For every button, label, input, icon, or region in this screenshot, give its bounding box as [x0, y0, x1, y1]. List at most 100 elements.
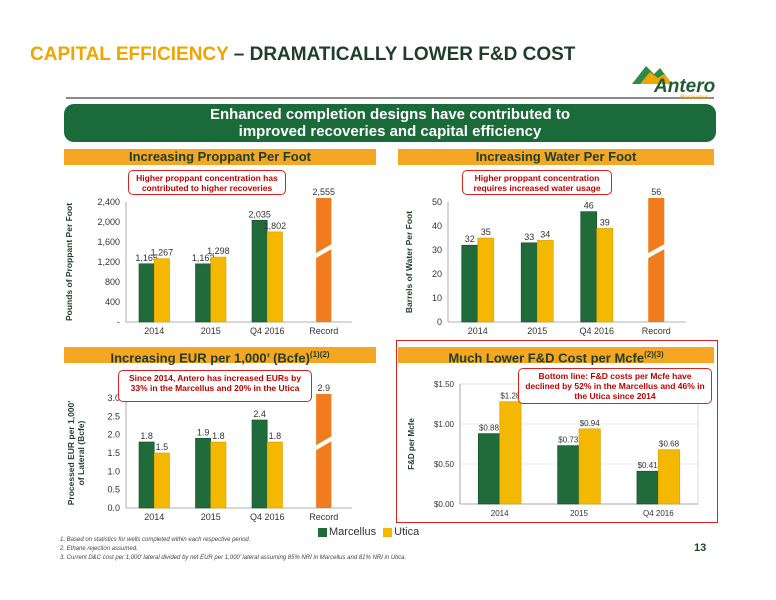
y-tick-label: 2.5: [107, 411, 120, 421]
bar-utica: [210, 256, 227, 323]
water-callout-text: Higher proppant concentration requires i…: [473, 173, 601, 193]
bar-utica: [596, 228, 614, 323]
bar-marcellus: [195, 263, 212, 323]
data-label-utica: 39: [600, 217, 610, 227]
legend-marcellus-swatch: [318, 527, 327, 537]
data-label-utica: 1,802: [264, 221, 287, 231]
data-label-marcellus: 46: [584, 201, 594, 211]
y-tick-label: 2,000: [97, 217, 120, 227]
water-panel-header: Increasing Water Per Foot: [398, 149, 714, 165]
bar-marcellus: [461, 244, 479, 323]
y-axis-label: of Lateral (Bcfe): [76, 420, 86, 485]
bar-utica: [499, 401, 522, 505]
title-rest: – DRAMATICALLY LOWER F&D COST: [228, 44, 576, 65]
bar-utica: [153, 258, 170, 323]
data-label-utica: $0.94: [580, 419, 601, 428]
fd-callout-text: Bottom line: F&D costs per Mcfe have dec…: [525, 371, 705, 401]
data-label-marcellus: 32: [465, 234, 475, 244]
water-header-text: Increasing Water Per Foot: [475, 149, 637, 164]
data-label-utica: $0.68: [659, 440, 680, 449]
eur-callout-text: Since 2014, Antero has increased EURs by…: [128, 373, 302, 393]
data-label-marcellus: 33: [524, 232, 534, 242]
bar-utica: [153, 452, 170, 509]
data-label-utica: 1.5: [156, 442, 169, 452]
banner-line-1: Enhanced completion designs have contrib…: [209, 106, 571, 123]
page-number: 13: [694, 542, 707, 554]
y-tick-label: 1,600: [97, 237, 120, 247]
y-tick-label: $0.00: [434, 500, 455, 509]
x-tick-label: 2014: [144, 512, 164, 522]
y-tick-label: $1.00: [434, 420, 455, 429]
data-label-marcellus: 1.9: [197, 427, 210, 437]
data-label-record: 2,555: [312, 187, 335, 197]
data-label-marcellus: 1,165: [135, 253, 158, 263]
proppant-panel-header: Increasing Proppant Per Foot: [64, 149, 376, 165]
axis-break-mark: [315, 435, 333, 451]
axis-break-mark: [315, 243, 333, 259]
footnote-2: 2. Ethane rejection assumed.: [60, 546, 138, 552]
data-label-marcellus: 1.8: [140, 431, 153, 441]
y-tick-label: 1.5: [107, 448, 120, 458]
footnote-1: 1. Based on statistics for wells complet…: [60, 537, 251, 543]
eur-panel-header: Increasing EUR per 1,000’ (Bcfe)(1)(2): [64, 347, 376, 365]
fd-header-footnote: (2)(3): [644, 350, 664, 359]
x-tick-label: Record: [309, 326, 338, 336]
x-tick-label: 2015: [201, 326, 221, 336]
y-axis-label: Barrels of Water Per Foot: [404, 211, 414, 313]
y-tick-label: 30: [432, 245, 442, 255]
data-label-marcellus: 1,163: [192, 253, 215, 263]
y-tick-label: $0.50: [434, 460, 455, 469]
data-label-marcellus: $0.88: [479, 424, 500, 433]
y-tick-label: 400: [105, 297, 120, 307]
data-label-utica: 35: [481, 227, 491, 237]
y-tick-label: 20: [432, 269, 442, 279]
bar-utica: [210, 441, 227, 509]
x-tick-label: Q4 2016: [579, 326, 614, 336]
bar-marcellus: [557, 445, 580, 505]
x-tick-label: 2014: [144, 326, 164, 336]
footnote-3: 3. Current D&C cost per 1,000’ lateral d…: [60, 555, 407, 561]
y-tick-label: 2.0: [107, 430, 120, 440]
chart-legend: Marcellus Utica: [318, 526, 419, 538]
data-label-marcellus: $0.41: [638, 461, 659, 470]
bar-marcellus: [520, 242, 538, 323]
footnotes: 1. Based on statistics for wells complet…: [60, 536, 406, 563]
x-tick-label: Record: [309, 512, 338, 522]
y-axis-label: Processed EUR per 1,000': [66, 401, 76, 506]
eur-callout: Since 2014, Antero has increased EURs by…: [118, 370, 312, 402]
bar-marcellus: [636, 470, 659, 505]
data-label-utica: 1.8: [212, 431, 225, 441]
bar-marcellus: [195, 438, 212, 509]
bar-marcellus: [251, 419, 268, 509]
bar-marcellus: [251, 219, 268, 323]
mountain-logo-icon: [632, 66, 672, 84]
data-label-record: 56: [651, 187, 661, 197]
y-tick-label: 800: [105, 277, 120, 287]
y-tick-label: 10: [432, 293, 442, 303]
x-tick-label: Q4 2016: [250, 512, 285, 522]
y-tick-label: 50: [432, 197, 442, 207]
data-label-utica: 34: [540, 229, 550, 239]
proppant-header-text: Increasing Proppant Per Foot: [128, 149, 312, 164]
x-tick-label: 2015: [201, 512, 221, 522]
legend-utica-label: Utica: [394, 526, 420, 538]
logo-subtext: Resources: [680, 95, 709, 101]
axis-break-mark: [647, 243, 666, 259]
x-tick-label: 2014: [468, 326, 488, 336]
eur-chart: 0.0 0.5 1.0 1.5 2.0 2.5 3.0 Processed EUR per 1…: [66, 383, 352, 522]
x-tick-label: Q4 2016: [250, 326, 285, 336]
y-tick-label: 0.0: [107, 503, 120, 513]
fd-header-text: Much Lower F&D Cost per Mcfe: [448, 350, 645, 366]
bar-marcellus: [138, 441, 155, 509]
summary-banner: Enhanced completion designs have contrib…: [64, 104, 716, 142]
bar-marcellus: [138, 263, 155, 323]
eur-header-footnote: (1)(2): [309, 350, 330, 359]
proppant-chart: - 400 800 1,200 1,600 2,000 2,400 Pounds of Pro…: [64, 187, 352, 336]
bar-utica: [578, 428, 601, 505]
y-tick-label: 40: [432, 221, 442, 231]
title-accent: CAPITAL EFFICIENCY: [30, 44, 229, 65]
logo-wordmark: Antero: [654, 76, 716, 97]
company-logo: Antero Resources: [630, 62, 716, 102]
data-label-utica: $1.28: [500, 392, 521, 401]
data-label-marcellus: $0.73: [558, 436, 579, 445]
